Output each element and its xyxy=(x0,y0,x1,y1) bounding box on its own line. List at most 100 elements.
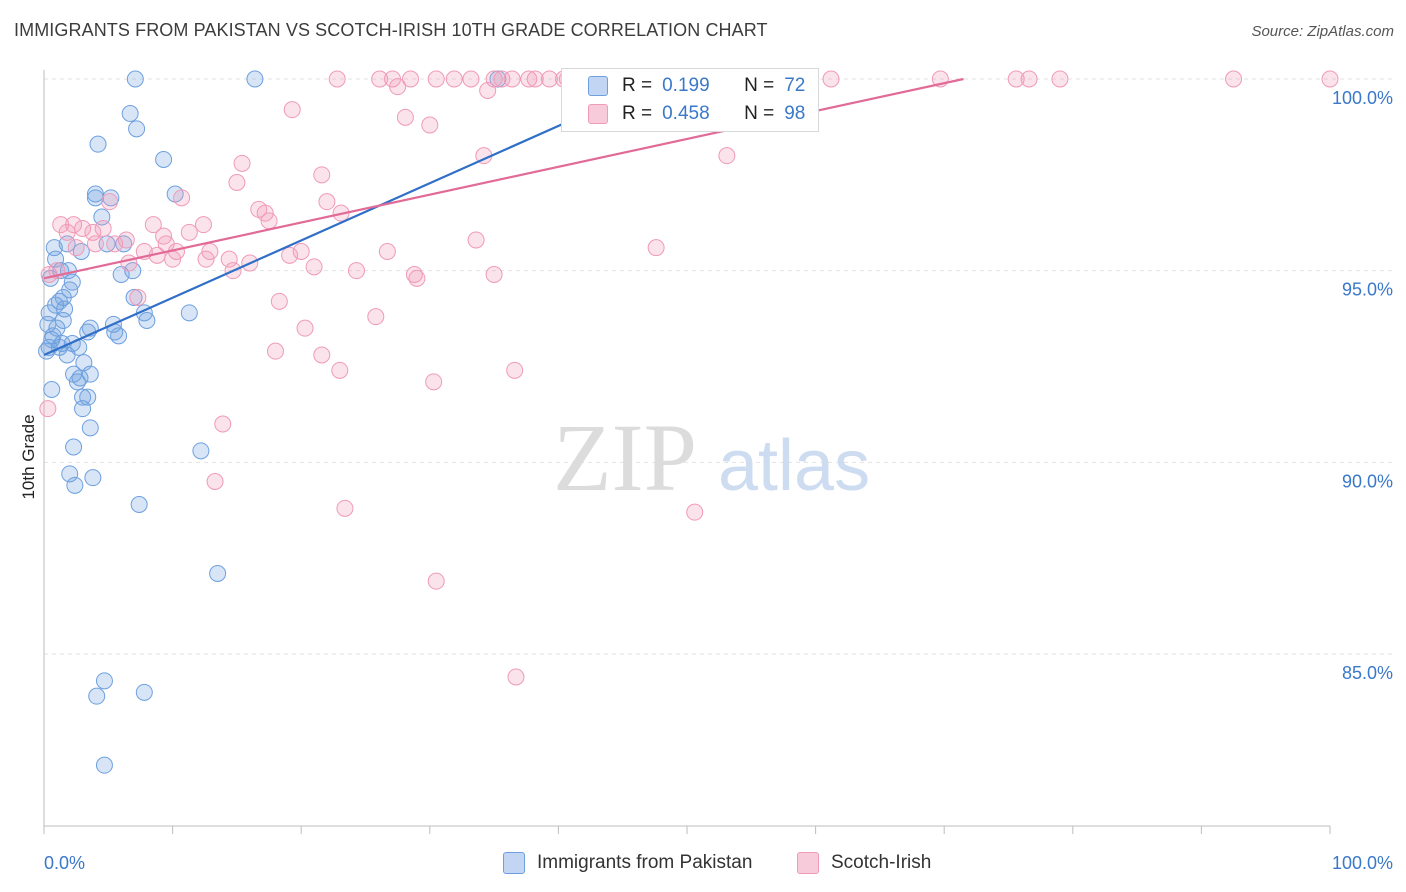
point-scotch-irish xyxy=(283,101,301,119)
watermark: ZIP atlas xyxy=(553,404,870,511)
point-scotch-irish xyxy=(822,70,840,88)
point-scotch-irish xyxy=(371,70,389,88)
point-scotch-irish xyxy=(305,258,323,276)
point-scotch-irish xyxy=(250,200,268,218)
point-scotch-irish xyxy=(120,254,138,272)
y-tick-label: 100.0% xyxy=(1332,88,1393,108)
point-scotch-irish xyxy=(493,70,511,88)
point-scotch-irish xyxy=(296,319,314,337)
point-pakistan xyxy=(58,346,76,364)
point-pakistan xyxy=(192,442,210,460)
point-scotch-irish xyxy=(396,108,414,126)
point-pakistan xyxy=(121,105,139,122)
chart-title: IMMIGRANTS FROM PAKISTAN VS SCOTCH-IRISH… xyxy=(14,20,768,40)
y-tick-label: 85.0% xyxy=(1342,663,1393,683)
legend-swatch-pink xyxy=(588,104,608,124)
trend-line-pakistan xyxy=(43,116,579,357)
point-scotch-irish xyxy=(313,346,331,364)
point-scotch-irish xyxy=(281,246,299,264)
point-scotch-irish xyxy=(520,70,538,88)
bottom-legend-scotch-irish: Scotch-Irish xyxy=(797,852,931,874)
point-scotch-irish xyxy=(427,70,445,88)
point-scotch-irish xyxy=(467,231,485,249)
point-scotch-irish xyxy=(144,216,162,234)
point-scotch-irish xyxy=(427,572,445,590)
point-scotch-irish xyxy=(425,373,443,391)
point-scotch-irish xyxy=(1007,70,1025,88)
grid-lines xyxy=(44,78,1392,655)
point-pakistan xyxy=(86,189,104,207)
legend-n-value: 98 xyxy=(784,103,806,124)
point-scotch-irish xyxy=(503,70,521,88)
y-axis-label: 10th Grade xyxy=(19,414,38,499)
point-scotch-irish xyxy=(94,220,112,237)
point-scotch-irish xyxy=(331,361,349,379)
bottom-legend-swatch-pink xyxy=(797,852,819,874)
point-scotch-irish xyxy=(408,269,426,287)
point-pakistan xyxy=(84,469,102,487)
point-pakistan xyxy=(209,565,227,582)
point-pakistan xyxy=(88,687,106,705)
point-scotch-irish xyxy=(206,473,224,490)
point-scotch-irish xyxy=(233,154,251,172)
point-pakistan xyxy=(43,381,61,398)
point-scotch-irish xyxy=(485,266,503,283)
point-scotch-irish xyxy=(686,503,704,521)
point-pakistan xyxy=(135,683,153,701)
tick-labels: 85.0% 90.0% 95.0% 100.0% 0.0% 100.0% xyxy=(44,88,1393,873)
point-scotch-irish xyxy=(84,223,102,241)
point-scotch-irish xyxy=(201,243,219,260)
point-pakistan xyxy=(125,289,143,306)
point-scotch-irish xyxy=(1020,70,1038,88)
point-scotch-irish xyxy=(173,189,191,207)
legend-n-label: N = xyxy=(744,103,775,124)
point-pakistan xyxy=(180,304,198,322)
point-scotch-irish xyxy=(106,235,124,253)
legend-row-pakistan: R = 0.199 N = 72 xyxy=(562,73,805,99)
point-scotch-irish xyxy=(180,223,198,241)
point-scotch-irish xyxy=(39,400,57,418)
point-scotch-irish xyxy=(1051,70,1069,88)
point-scotch-irish xyxy=(718,147,736,165)
bottom-legend-pakistan: Immigrants from Pakistan xyxy=(503,852,752,874)
point-scotch-irish xyxy=(479,82,497,99)
legend-swatch-blue xyxy=(588,76,608,96)
legend-r-value: 0.199 xyxy=(662,75,710,96)
point-scotch-irish xyxy=(378,243,396,260)
point-scotch-irish xyxy=(260,212,278,230)
point-pakistan xyxy=(81,365,99,383)
point-scotch-irish xyxy=(526,70,544,88)
point-pakistan xyxy=(130,496,148,513)
point-pakistan xyxy=(126,70,144,88)
point-pakistan xyxy=(68,373,86,391)
point-scotch-irish xyxy=(328,70,346,88)
point-pakistan xyxy=(74,400,92,418)
bottom-legend-label-pakistan: Immigrants from Pakistan xyxy=(537,852,753,873)
point-pakistan xyxy=(246,70,264,88)
point-scotch-irish xyxy=(367,308,385,326)
point-pakistan xyxy=(81,419,99,437)
point-scotch-irish xyxy=(336,499,354,517)
point-pakistan xyxy=(95,672,113,690)
x-tick-label: 100.0% xyxy=(1332,853,1393,873)
stats-legend: R = 0.199 N = 72 R = 0.458 N = 98 xyxy=(561,68,819,132)
legend-row-scotch-irish: R = 0.458 N = 98 xyxy=(562,101,805,127)
point-scotch-irish xyxy=(421,116,439,134)
x-tick-label: 0.0% xyxy=(44,853,85,873)
point-scotch-irish xyxy=(67,239,85,257)
point-pakistan xyxy=(65,438,83,456)
point-scotch-irish xyxy=(197,250,215,268)
point-scotch-irish xyxy=(647,239,665,257)
point-scotch-irish xyxy=(58,223,76,241)
bottom-legend-swatch-blue xyxy=(503,852,525,874)
legend-r-label: R = xyxy=(622,103,653,124)
y-tick-label: 90.0% xyxy=(1342,471,1393,491)
point-scotch-irish xyxy=(540,70,558,88)
legend-n-value: 72 xyxy=(784,75,806,96)
point-scotch-irish xyxy=(194,216,212,234)
bottom-legend-label-scotch-irish: Scotch-Irish xyxy=(831,852,932,873)
point-pakistan xyxy=(89,135,107,153)
y-tick-label: 95.0% xyxy=(1342,280,1393,300)
point-pakistan xyxy=(61,281,79,299)
